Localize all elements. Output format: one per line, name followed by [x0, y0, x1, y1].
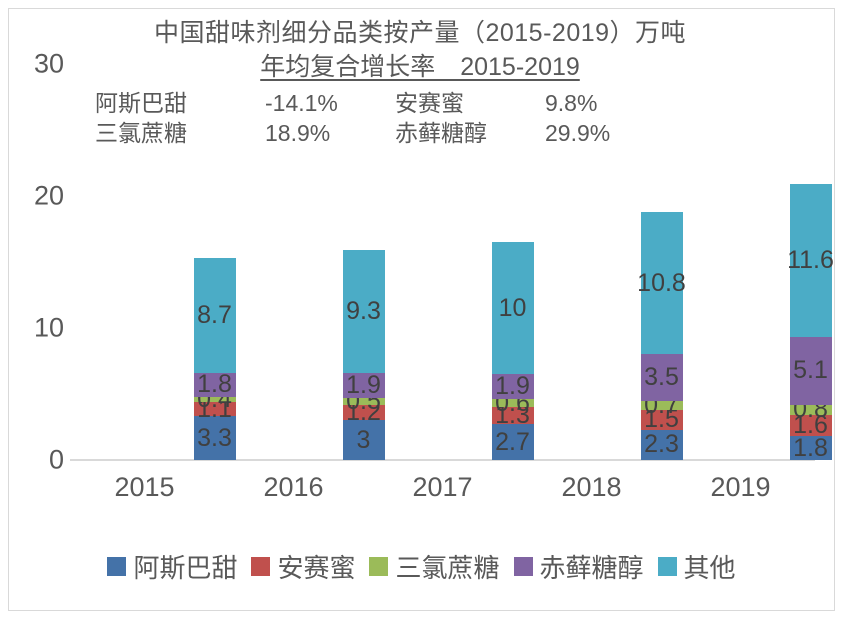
bar-segment-2017-安赛蜜[interactable]: 1.3 [491, 401, 534, 429]
bar-stack-2017[interactable]: 2.7 1.3 0.6 1.9 10 [491, 20, 534, 462]
bar-value-label: 10 [498, 293, 527, 322]
bar-value-label: 3 [356, 425, 371, 454]
x-axis-line [70, 459, 815, 461]
cagr-annotation-table: 阿斯巴甜 -14.1% 安赛蜜 9.8% 三氯蔗糖 18.9% 赤藓糖醇 29.… [95, 88, 715, 148]
bar-stack-2016[interactable]: 3 1.2 0.5 1.9 9.3 [342, 20, 385, 462]
bar-segment-2017-赤藓糖醇[interactable]: 1.9 [491, 372, 534, 401]
legend-label: 安赛蜜 [277, 553, 356, 583]
bar-segment-2018-赤藓糖醇[interactable]: 3.5 [640, 354, 683, 401]
cagr-row: 三氯蔗糖 18.9% 赤藓糖醇 29.9% [95, 118, 715, 148]
bar-segment-2015-阿斯巴甜[interactable]: 3.3 [193, 416, 236, 460]
legend-swatch-icon [369, 557, 389, 576]
bar-segment-2019-其他[interactable]: 11.6 [787, 184, 834, 338]
cagr-row: 阿斯巴甜 -14.1% 安赛蜜 9.8% [95, 88, 715, 118]
cagr-value-sucralose: 18.9% [265, 120, 331, 146]
legend-item-其他[interactable]: 其他 [657, 548, 736, 585]
cagr-name-sucralose: 三氯蔗糖 [95, 120, 187, 146]
legend-swatch-icon [107, 557, 127, 576]
cagr-value-erythritol: 29.9% [545, 120, 611, 146]
y-axis-tick-10: 10 [33, 312, 64, 343]
bar-segment-2019-安赛蜜[interactable]: 1.6 [789, 411, 832, 439]
bar-segment-2019-阿斯巴甜[interactable]: 1.8 [789, 433, 832, 462]
cagr-name-acesulfame: 安赛蜜 [395, 90, 464, 116]
bar-value-label: 9.3 [346, 296, 381, 325]
bar-value-label: 1.6 [793, 411, 828, 440]
bar-segment-2017-阿斯巴甜[interactable]: 2.7 [491, 424, 534, 460]
y-axis: 0 10 20 30 [8, 0, 64, 626]
legend-swatch-icon [657, 557, 677, 576]
bar-segment-2016-赤藓糖醇[interactable]: 1.9 [342, 370, 385, 399]
chart-subtitle: 年均复合增长率 2015-2019 [260, 53, 580, 81]
legend-item-安赛蜜[interactable]: 安赛蜜 [251, 548, 355, 585]
chart-frame [8, 8, 835, 611]
legend-item-三氯蔗糖[interactable]: 三氯蔗糖 [369, 548, 500, 585]
cagr-value-aspartame: -14.1% [265, 90, 338, 116]
y-axis-tick-30: 30 [33, 48, 64, 79]
bar-stack-2019[interactable]: 1.8 1.6 0.8 5.1 11.6 [787, 20, 834, 462]
bar-segment-2015-其他[interactable]: 8.7 [193, 258, 236, 373]
bar-segment-2017-其他[interactable]: 10 [491, 242, 534, 375]
bar-value-label: 8.7 [197, 300, 232, 329]
bar-segment-2018-三氯蔗糖[interactable]: 0.7 [640, 391, 683, 419]
bar-segment-2015-赤藓糖醇[interactable]: 1.8 [193, 370, 236, 399]
x-axis-tick-2017: 2017 [412, 472, 473, 502]
x-axis-tick-2016: 2016 [263, 472, 324, 502]
y-axis-tick-0: 0 [48, 444, 64, 475]
cagr-name-erythritol: 赤藓糖醇 [395, 120, 487, 146]
bar-segment-2016-其他[interactable]: 9.3 [342, 250, 385, 373]
bar-segment-2019-三氯蔗糖[interactable]: 0.8 [789, 395, 832, 423]
bar-value-label: 1.8 [793, 433, 828, 462]
bar-segment-2015-三氯蔗糖[interactable]: 0.4 [193, 385, 236, 413]
legend-label: 阿斯巴甜 [133, 553, 238, 583]
legend-label: 三氯蔗糖 [395, 553, 500, 583]
bar-segment-2018-安赛蜜[interactable]: 1.5 [640, 405, 683, 433]
bar-segment-2018-其他[interactable]: 10.8 [637, 211, 686, 355]
bar-segment-2016-安赛蜜[interactable]: 1.2 [342, 398, 385, 426]
bar-stack-2018[interactable]: 2.3 1.5 0.7 3.5 10.8 [637, 20, 686, 462]
chart-legend: 阿斯巴甜 安赛蜜 三氯蔗糖 赤藓糖醇 其他 [0, 548, 843, 585]
cagr-name-aspartame: 阿斯巴甜 [95, 90, 187, 116]
bar-segment-2016-阿斯巴甜[interactable]: 3 [342, 420, 385, 460]
chart-title-block: 中国甜味剂细分品类按产量（2015-2019）万吨 年均复合增长率 2015-2… [70, 16, 770, 84]
legend-label: 赤藓糖醇 [539, 553, 644, 583]
bar-stack-2015[interactable]: 3.3 1.1 0.4 1.8 8.7 [193, 20, 236, 462]
legend-item-赤藓糖醇[interactable]: 赤藓糖醇 [513, 548, 644, 585]
bar-value-label: 3.3 [197, 423, 232, 452]
bar-value-label: 2.7 [495, 427, 530, 456]
legend-label: 其他 [683, 553, 736, 583]
bar-value-label: 2.3 [644, 430, 679, 459]
y-axis-tick-20: 20 [33, 180, 64, 211]
bar-value-label: 1.9 [495, 372, 530, 401]
x-axis-tick-2015: 2015 [114, 472, 175, 502]
legend-item-阿斯巴甜[interactable]: 阿斯巴甜 [107, 548, 237, 585]
bar-segment-2017-三氯蔗糖[interactable]: 0.6 [491, 389, 534, 417]
x-axis-tick-2018: 2018 [561, 472, 622, 502]
legend-swatch-icon [513, 557, 533, 576]
x-axis-tick-2019: 2019 [710, 472, 771, 502]
bar-value-label: 1.9 [346, 370, 381, 399]
bar-segment-2015-安赛蜜[interactable]: 1.1 [193, 395, 236, 423]
legend-swatch-icon [251, 557, 271, 576]
bar-value-label: 10.8 [637, 268, 686, 297]
page-title: 中国甜味剂细分品类按产量（2015-2019）万吨 [153, 19, 687, 47]
bar-value-label: 5.1 [793, 356, 828, 385]
bar-value-label: 3.5 [644, 362, 679, 391]
bar-segment-2019-赤藓糖醇[interactable]: 5.1 [789, 337, 832, 405]
plot-area: 3.3 1.1 0.4 1.8 8.7 3 1.2 0.5 1.9 9.3 2.7 1.3 0.6 1.9… [70, 20, 834, 462]
bar-segment-2016-三氯蔗糖[interactable]: 0.5 [342, 387, 385, 415]
cagr-value-acesulfame: 9.8% [545, 90, 598, 116]
bar-segment-2018-阿斯巴甜[interactable]: 2.3 [640, 429, 683, 460]
bar-value-label: 11.6 [787, 246, 834, 275]
bar-value-label: 1.8 [197, 370, 232, 399]
